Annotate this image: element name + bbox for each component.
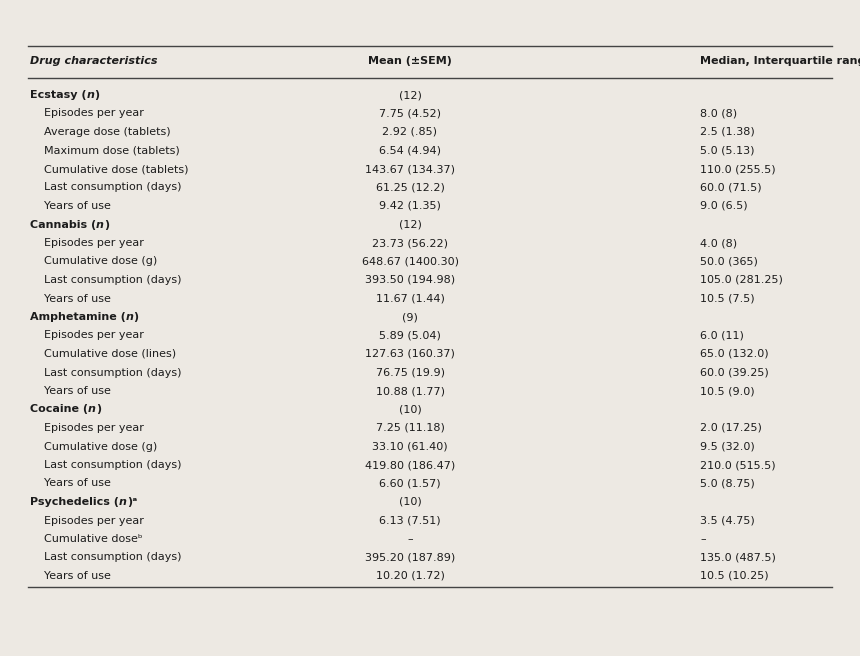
Text: Median, Interquartile range: Median, Interquartile range — [700, 56, 860, 66]
Text: 10.20 (1.72): 10.20 (1.72) — [376, 571, 445, 581]
Text: 10.88 (1.77): 10.88 (1.77) — [376, 386, 445, 396]
Text: –: – — [407, 534, 413, 544]
Text: 648.67 (1400.30): 648.67 (1400.30) — [361, 256, 458, 266]
Text: 5.0 (5.13): 5.0 (5.13) — [700, 146, 754, 155]
Text: Episodes per year: Episodes per year — [30, 238, 144, 248]
Text: Last consumption (days): Last consumption (days) — [30, 552, 181, 562]
Text: Cannabis (: Cannabis ( — [30, 220, 96, 230]
Text: Last consumption (days): Last consumption (days) — [30, 275, 181, 285]
Text: n: n — [119, 497, 126, 507]
Text: Last consumption (days): Last consumption (days) — [30, 182, 181, 192]
Text: ): ) — [95, 90, 100, 100]
Text: Ecstasy (: Ecstasy ( — [30, 90, 87, 100]
Text: 2.0 (17.25): 2.0 (17.25) — [700, 423, 762, 433]
Text: 393.50 (194.98): 393.50 (194.98) — [365, 275, 455, 285]
Text: (12): (12) — [398, 90, 421, 100]
Text: ): ) — [133, 312, 138, 322]
Text: n: n — [88, 405, 95, 415]
Text: Cocaine (: Cocaine ( — [30, 405, 88, 415]
Text: Maximum dose (tablets): Maximum dose (tablets) — [30, 146, 180, 155]
Text: 33.10 (61.40): 33.10 (61.40) — [372, 441, 448, 451]
Text: Episodes per year: Episodes per year — [30, 516, 144, 525]
Text: Cumulative dose (g): Cumulative dose (g) — [30, 441, 157, 451]
Text: 2.5 (1.38): 2.5 (1.38) — [700, 127, 755, 137]
Text: Episodes per year: Episodes per year — [30, 423, 144, 433]
Text: Mean (±SEM): Mean (±SEM) — [368, 56, 452, 66]
Text: 6.60 (1.57): 6.60 (1.57) — [379, 478, 441, 489]
Text: 5.89 (5.04): 5.89 (5.04) — [379, 331, 441, 340]
Text: Years of use: Years of use — [30, 571, 111, 581]
Text: 65.0 (132.0): 65.0 (132.0) — [700, 349, 769, 359]
Text: Cumulative dose (g): Cumulative dose (g) — [30, 256, 157, 266]
Text: 6.54 (4.94): 6.54 (4.94) — [379, 146, 441, 155]
Text: 60.0 (71.5): 60.0 (71.5) — [700, 182, 762, 192]
Text: Episodes per year: Episodes per year — [30, 331, 144, 340]
Text: 5.0 (8.75): 5.0 (8.75) — [700, 478, 755, 489]
Text: 3.5 (4.75): 3.5 (4.75) — [700, 516, 755, 525]
Text: n: n — [126, 312, 133, 322]
Text: 143.67 (134.37): 143.67 (134.37) — [365, 164, 455, 174]
Text: (12): (12) — [398, 220, 421, 230]
Text: ): ) — [104, 220, 109, 230]
Text: 23.73 (56.22): 23.73 (56.22) — [372, 238, 448, 248]
Text: 11.67 (1.44): 11.67 (1.44) — [376, 293, 445, 304]
Text: Amphetamine (: Amphetamine ( — [30, 312, 126, 322]
Text: 60.0 (39.25): 60.0 (39.25) — [700, 367, 769, 377]
Text: 419.80 (186.47): 419.80 (186.47) — [365, 460, 455, 470]
Text: ): ) — [95, 405, 101, 415]
Text: Average dose (tablets): Average dose (tablets) — [30, 127, 170, 137]
Text: )ᵃ: )ᵃ — [126, 497, 137, 507]
Text: 2.92 (.85): 2.92 (.85) — [383, 127, 438, 137]
Text: (10): (10) — [399, 405, 421, 415]
Text: 50.0 (365): 50.0 (365) — [700, 256, 758, 266]
Text: 6.0 (11): 6.0 (11) — [700, 331, 744, 340]
Text: 395.20 (187.89): 395.20 (187.89) — [365, 552, 455, 562]
Text: 61.25 (12.2): 61.25 (12.2) — [376, 182, 445, 192]
Text: Episodes per year: Episodes per year — [30, 108, 144, 119]
Text: Years of use: Years of use — [30, 201, 111, 211]
Text: 10.5 (7.5): 10.5 (7.5) — [700, 293, 754, 304]
Text: n: n — [96, 220, 104, 230]
Text: Years of use: Years of use — [30, 293, 111, 304]
Text: 10.5 (9.0): 10.5 (9.0) — [700, 386, 754, 396]
Text: Cumulative dose (lines): Cumulative dose (lines) — [30, 349, 176, 359]
Text: 9.5 (32.0): 9.5 (32.0) — [700, 441, 755, 451]
Text: 76.75 (19.9): 76.75 (19.9) — [376, 367, 445, 377]
Text: 105.0 (281.25): 105.0 (281.25) — [700, 275, 783, 285]
Text: 210.0 (515.5): 210.0 (515.5) — [700, 460, 776, 470]
Text: Cumulative dose (tablets): Cumulative dose (tablets) — [30, 164, 188, 174]
Text: 9.42 (1.35): 9.42 (1.35) — [379, 201, 441, 211]
Text: 7.75 (4.52): 7.75 (4.52) — [379, 108, 441, 119]
Text: (10): (10) — [399, 497, 421, 507]
Text: 135.0 (487.5): 135.0 (487.5) — [700, 552, 776, 562]
Text: 6.13 (7.51): 6.13 (7.51) — [379, 516, 441, 525]
Text: 8.0 (8): 8.0 (8) — [700, 108, 737, 119]
Text: 127.63 (160.37): 127.63 (160.37) — [365, 349, 455, 359]
Text: (9): (9) — [402, 312, 418, 322]
Text: Drug characteristics: Drug characteristics — [30, 56, 157, 66]
Text: 4.0 (8): 4.0 (8) — [700, 238, 737, 248]
Text: Years of use: Years of use — [30, 386, 111, 396]
Text: 7.25 (11.18): 7.25 (11.18) — [376, 423, 445, 433]
Text: –: – — [700, 534, 705, 544]
Text: n: n — [87, 90, 95, 100]
Text: 10.5 (10.25): 10.5 (10.25) — [700, 571, 769, 581]
Text: Last consumption (days): Last consumption (days) — [30, 367, 181, 377]
Text: Last consumption (days): Last consumption (days) — [30, 460, 181, 470]
Text: 9.0 (6.5): 9.0 (6.5) — [700, 201, 747, 211]
Text: 110.0 (255.5): 110.0 (255.5) — [700, 164, 776, 174]
Text: Years of use: Years of use — [30, 478, 111, 489]
Text: Psychedelics (: Psychedelics ( — [30, 497, 119, 507]
Text: Cumulative doseᵇ: Cumulative doseᵇ — [30, 534, 143, 544]
